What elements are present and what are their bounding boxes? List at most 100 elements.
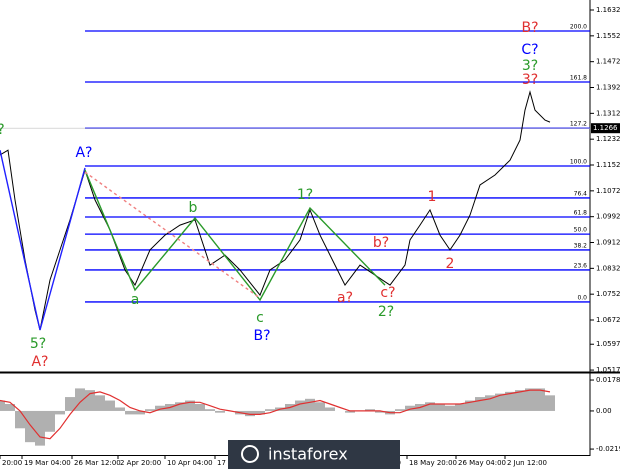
histogram-bar [155,405,165,411]
histogram-bar [65,397,75,411]
y-tick-label: 1.0992 [596,213,620,221]
wave-label: B? [521,20,538,36]
y-tick-label: -0.02198 [596,445,620,453]
y-tick-label: 1.0517 [596,366,620,374]
wave-label: 1? [297,187,313,203]
histogram-bar [175,402,185,411]
histogram-bar [485,395,495,411]
fib-label: 50.0 [574,227,588,234]
histogram-bar [545,395,555,411]
last-price-box [591,123,620,134]
x-tick-label: 2 Apr 20:00 [120,459,161,467]
histogram-bar [115,407,125,411]
wave-label: 3? [522,58,538,74]
y-tick-label: 1.0672 [596,316,620,324]
x-tick-label: 26 Mar 12:00 [74,459,121,467]
histogram-bar [25,410,35,443]
wave-line [0,150,86,331]
wave-label: C? [521,42,538,58]
histogram-bar [455,404,465,411]
y-tick-label: 1.0752 [596,290,620,298]
wave-label: 1 [428,189,437,205]
y-tick-label: 1.1472 [596,58,620,66]
wave-label: A? [31,354,48,370]
x-tick-label: 2 Jun 12:00 [507,459,547,467]
watermark-logo [241,445,259,463]
wave-line [84,169,386,302]
histogram-bar [365,409,375,411]
fib-label: 38.2 [574,242,588,249]
x-tick-label: 20:00 [2,459,22,467]
histogram-bar [325,407,335,411]
histogram-bar [35,410,45,446]
histogram-bar [0,400,5,411]
histogram-bar [515,390,525,411]
y-tick-label: 1.0912 [596,239,620,247]
histogram-bar [505,391,515,411]
fib-label: 76.4 [574,190,588,197]
y-tick-label: 1.0597 [596,340,620,348]
histogram-bar [265,409,275,411]
histogram-bar [105,400,115,411]
wave-label: a [131,292,140,308]
histogram-bar [145,409,155,411]
histogram-bar [205,409,215,411]
histogram-bar [465,400,475,411]
histogram-bar [345,410,355,413]
wave-label: b? [373,235,389,251]
wave-label: 3? [522,72,538,88]
histogram-bar [405,405,415,411]
histogram-bar [315,402,325,411]
watermark-box [228,440,400,469]
x-tick-label: 18 May 20:00 [409,459,457,467]
histogram-bar [185,400,195,411]
histogram-bar [75,388,85,411]
histogram-bar [525,388,535,411]
x-tick-label: 17 [217,459,226,467]
fib-label: 23.6 [574,262,588,269]
histogram-bar [45,410,55,432]
histogram-bar [395,409,405,411]
plot: 1.1632 1.1552 1.1472 1.1392 1.1312 1.1232 1.11… [0,6,620,467]
wave-label: c [256,310,264,326]
histogram-bar [305,398,315,411]
wave-label: c? [380,285,395,301]
signal-line [0,389,551,440]
histogram-bar [85,390,95,411]
histogram-bar [295,400,305,411]
y-tick-label: 1.1232 [596,135,620,143]
histogram-bar [95,395,105,411]
x-tick-label: 26 May 04:00 [458,459,506,467]
wave-label: b [189,200,198,216]
wave-label: 2 [446,256,455,272]
y-tick-label: 1.1072 [596,187,620,195]
histogram-bar [55,410,65,415]
histogram-bar [535,388,545,411]
fib-label: 100.0 [570,158,587,165]
watermark: instaforex [268,445,348,464]
histogram-bar [445,405,455,411]
fib-label: 161.8 [570,75,587,82]
last-price-label: 1.1266 [593,124,618,132]
y-tick-label: 1.1632 [596,6,620,14]
x-tick-label: 10 Apr 04:00 [167,459,213,467]
y-tick-label: 1.1552 [596,32,620,40]
wave-label: 5? [30,336,46,352]
wave-label: B? [253,328,270,344]
y-tick-label: 1.1392 [596,84,620,92]
histogram-bar [125,410,135,415]
fib-label: 0.0 [577,294,587,301]
x-tick-label: 19 Mar 04:00 [24,459,71,467]
histogram-bar [195,404,205,411]
histogram-bar [375,410,385,413]
y-tick-label: 0.01782 [596,376,620,384]
histogram-bar [245,410,255,417]
histogram-bar [435,404,445,411]
histogram-bar [425,402,435,411]
wave-label: A? [75,145,92,161]
fib-label: 127.2 [570,121,587,128]
wave-label: 2? [378,304,394,320]
wave-label: a? [337,290,353,306]
wave-label: ? [0,122,5,138]
